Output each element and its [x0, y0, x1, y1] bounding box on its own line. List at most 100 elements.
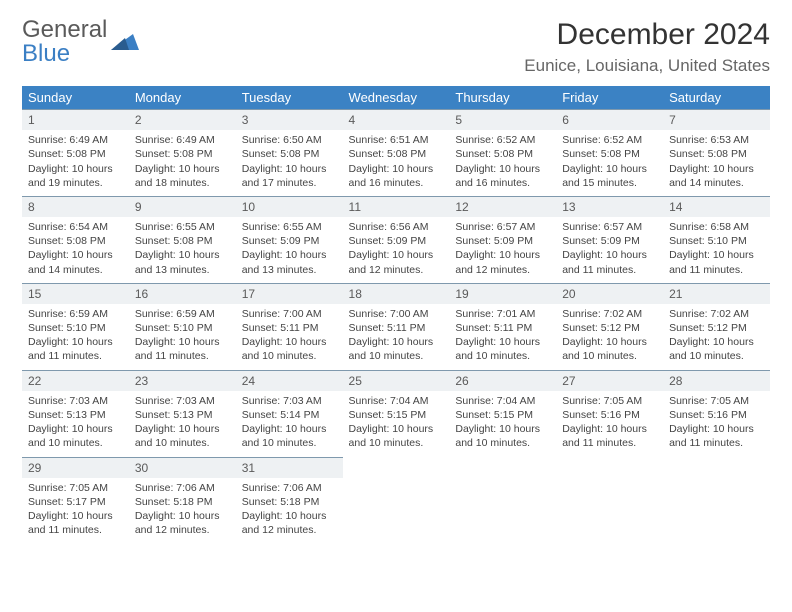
day-number: 15	[22, 283, 129, 304]
logo-word1: General	[22, 16, 107, 43]
calendar-row: 29Sunrise: 7:05 AMSunset: 5:17 PMDayligh…	[22, 457, 770, 544]
day-body: Sunrise: 7:04 AMSunset: 5:15 PMDaylight:…	[449, 391, 556, 457]
day-body: Sunrise: 7:06 AMSunset: 5:18 PMDaylight:…	[236, 478, 343, 544]
weekday-header: Saturday	[663, 86, 770, 109]
daylight-line: Daylight: 10 hours and 12 minutes.	[455, 248, 550, 276]
sunrise-line: Sunrise: 7:01 AM	[455, 307, 550, 321]
sunset-line: Sunset: 5:16 PM	[669, 408, 764, 422]
day-body: Sunrise: 6:50 AMSunset: 5:08 PMDaylight:…	[236, 130, 343, 196]
calendar-cell: 26Sunrise: 7:04 AMSunset: 5:15 PMDayligh…	[449, 370, 556, 457]
daylight-line: Daylight: 10 hours and 14 minutes.	[28, 248, 123, 276]
daylight-line: Daylight: 10 hours and 10 minutes.	[455, 422, 550, 450]
calendar-cell: 12Sunrise: 6:57 AMSunset: 5:09 PMDayligh…	[449, 196, 556, 283]
day-body: Sunrise: 7:01 AMSunset: 5:11 PMDaylight:…	[449, 304, 556, 370]
sunset-line: Sunset: 5:08 PM	[562, 147, 657, 161]
calendar-cell: 28Sunrise: 7:05 AMSunset: 5:16 PMDayligh…	[663, 370, 770, 457]
day-number: 11	[343, 196, 450, 217]
daylight-line: Daylight: 10 hours and 12 minutes.	[135, 509, 230, 537]
day-body: Sunrise: 6:59 AMSunset: 5:10 PMDaylight:…	[129, 304, 236, 370]
day-body: Sunrise: 6:53 AMSunset: 5:08 PMDaylight:…	[663, 130, 770, 196]
sunrise-line: Sunrise: 6:56 AM	[349, 220, 444, 234]
sunset-line: Sunset: 5:09 PM	[349, 234, 444, 248]
day-number: 10	[236, 196, 343, 217]
calendar-cell: 8Sunrise: 6:54 AMSunset: 5:08 PMDaylight…	[22, 196, 129, 283]
day-number: 21	[663, 283, 770, 304]
calendar-row: 15Sunrise: 6:59 AMSunset: 5:10 PMDayligh…	[22, 283, 770, 370]
sunset-line: Sunset: 5:15 PM	[349, 408, 444, 422]
calendar-cell: 2Sunrise: 6:49 AMSunset: 5:08 PMDaylight…	[129, 109, 236, 196]
daylight-line: Daylight: 10 hours and 16 minutes.	[349, 162, 444, 190]
day-number: 7	[663, 109, 770, 130]
day-body: Sunrise: 6:52 AMSunset: 5:08 PMDaylight:…	[449, 130, 556, 196]
sunset-line: Sunset: 5:08 PM	[349, 147, 444, 161]
calendar-cell: 31Sunrise: 7:06 AMSunset: 5:18 PMDayligh…	[236, 457, 343, 544]
sunrise-line: Sunrise: 7:06 AM	[242, 481, 337, 495]
sunrise-line: Sunrise: 7:00 AM	[242, 307, 337, 321]
day-number: 26	[449, 370, 556, 391]
calendar-cell: 11Sunrise: 6:56 AMSunset: 5:09 PMDayligh…	[343, 196, 450, 283]
calendar-cell: 1Sunrise: 6:49 AMSunset: 5:08 PMDaylight…	[22, 109, 129, 196]
calendar-cell: 7Sunrise: 6:53 AMSunset: 5:08 PMDaylight…	[663, 109, 770, 196]
sunset-line: Sunset: 5:10 PM	[135, 321, 230, 335]
daylight-line: Daylight: 10 hours and 16 minutes.	[455, 162, 550, 190]
day-body: Sunrise: 6:49 AMSunset: 5:08 PMDaylight:…	[129, 130, 236, 196]
daylight-line: Daylight: 10 hours and 18 minutes.	[135, 162, 230, 190]
daylight-line: Daylight: 10 hours and 11 minutes.	[28, 335, 123, 363]
day-body: Sunrise: 6:57 AMSunset: 5:09 PMDaylight:…	[556, 217, 663, 283]
sunset-line: Sunset: 5:08 PM	[455, 147, 550, 161]
day-body: Sunrise: 6:54 AMSunset: 5:08 PMDaylight:…	[22, 217, 129, 283]
day-number: 14	[663, 196, 770, 217]
calendar-cell: 21Sunrise: 7:02 AMSunset: 5:12 PMDayligh…	[663, 283, 770, 370]
daylight-line: Daylight: 10 hours and 11 minutes.	[669, 422, 764, 450]
daylight-line: Daylight: 10 hours and 10 minutes.	[242, 422, 337, 450]
daylight-line: Daylight: 10 hours and 10 minutes.	[242, 335, 337, 363]
day-body: Sunrise: 7:02 AMSunset: 5:12 PMDaylight:…	[663, 304, 770, 370]
day-number: 27	[556, 370, 663, 391]
day-body: Sunrise: 7:03 AMSunset: 5:14 PMDaylight:…	[236, 391, 343, 457]
day-number: 6	[556, 109, 663, 130]
calendar-row: 8Sunrise: 6:54 AMSunset: 5:08 PMDaylight…	[22, 196, 770, 283]
sunrise-line: Sunrise: 6:51 AM	[349, 133, 444, 147]
sunset-line: Sunset: 5:08 PM	[242, 147, 337, 161]
sunrise-line: Sunrise: 6:59 AM	[135, 307, 230, 321]
sunrise-line: Sunrise: 6:54 AM	[28, 220, 123, 234]
daylight-line: Daylight: 10 hours and 12 minutes.	[242, 509, 337, 537]
day-number: 23	[129, 370, 236, 391]
daylight-line: Daylight: 10 hours and 11 minutes.	[135, 335, 230, 363]
calendar-cell: 24Sunrise: 7:03 AMSunset: 5:14 PMDayligh…	[236, 370, 343, 457]
day-number: 18	[343, 283, 450, 304]
day-number: 29	[22, 457, 129, 478]
sunrise-line: Sunrise: 7:05 AM	[28, 481, 123, 495]
calendar-cell: 27Sunrise: 7:05 AMSunset: 5:16 PMDayligh…	[556, 370, 663, 457]
day-number: 13	[556, 196, 663, 217]
day-number: 30	[129, 457, 236, 478]
calendar-cell: 29Sunrise: 7:05 AMSunset: 5:17 PMDayligh…	[22, 457, 129, 544]
calendar-body: 1Sunrise: 6:49 AMSunset: 5:08 PMDaylight…	[22, 109, 770, 543]
sunset-line: Sunset: 5:08 PM	[669, 147, 764, 161]
sunrise-line: Sunrise: 6:55 AM	[242, 220, 337, 234]
sunset-line: Sunset: 5:10 PM	[669, 234, 764, 248]
day-number: 22	[22, 370, 129, 391]
calendar-cell: 22Sunrise: 7:03 AMSunset: 5:13 PMDayligh…	[22, 370, 129, 457]
sunrise-line: Sunrise: 6:59 AM	[28, 307, 123, 321]
day-number: 25	[343, 370, 450, 391]
calendar-cell: 4Sunrise: 6:51 AMSunset: 5:08 PMDaylight…	[343, 109, 450, 196]
daylight-line: Daylight: 10 hours and 10 minutes.	[349, 422, 444, 450]
daylight-line: Daylight: 10 hours and 10 minutes.	[28, 422, 123, 450]
day-number: 28	[663, 370, 770, 391]
daylight-line: Daylight: 10 hours and 11 minutes.	[562, 422, 657, 450]
calendar-cell: 10Sunrise: 6:55 AMSunset: 5:09 PMDayligh…	[236, 196, 343, 283]
calendar-row: 22Sunrise: 7:03 AMSunset: 5:13 PMDayligh…	[22, 370, 770, 457]
sunrise-line: Sunrise: 6:52 AM	[562, 133, 657, 147]
day-body: Sunrise: 7:00 AMSunset: 5:11 PMDaylight:…	[236, 304, 343, 370]
sunset-line: Sunset: 5:10 PM	[28, 321, 123, 335]
calendar-cell: 6Sunrise: 6:52 AMSunset: 5:08 PMDaylight…	[556, 109, 663, 196]
weekday-header: Wednesday	[343, 86, 450, 109]
day-body: Sunrise: 6:58 AMSunset: 5:10 PMDaylight:…	[663, 217, 770, 283]
sunset-line: Sunset: 5:13 PM	[135, 408, 230, 422]
sunrise-line: Sunrise: 7:02 AM	[562, 307, 657, 321]
daylight-line: Daylight: 10 hours and 19 minutes.	[28, 162, 123, 190]
header: General Blue December 2024 Eunice, Louis…	[22, 18, 770, 76]
day-number: 19	[449, 283, 556, 304]
weekday-header-row: Sunday Monday Tuesday Wednesday Thursday…	[22, 86, 770, 109]
